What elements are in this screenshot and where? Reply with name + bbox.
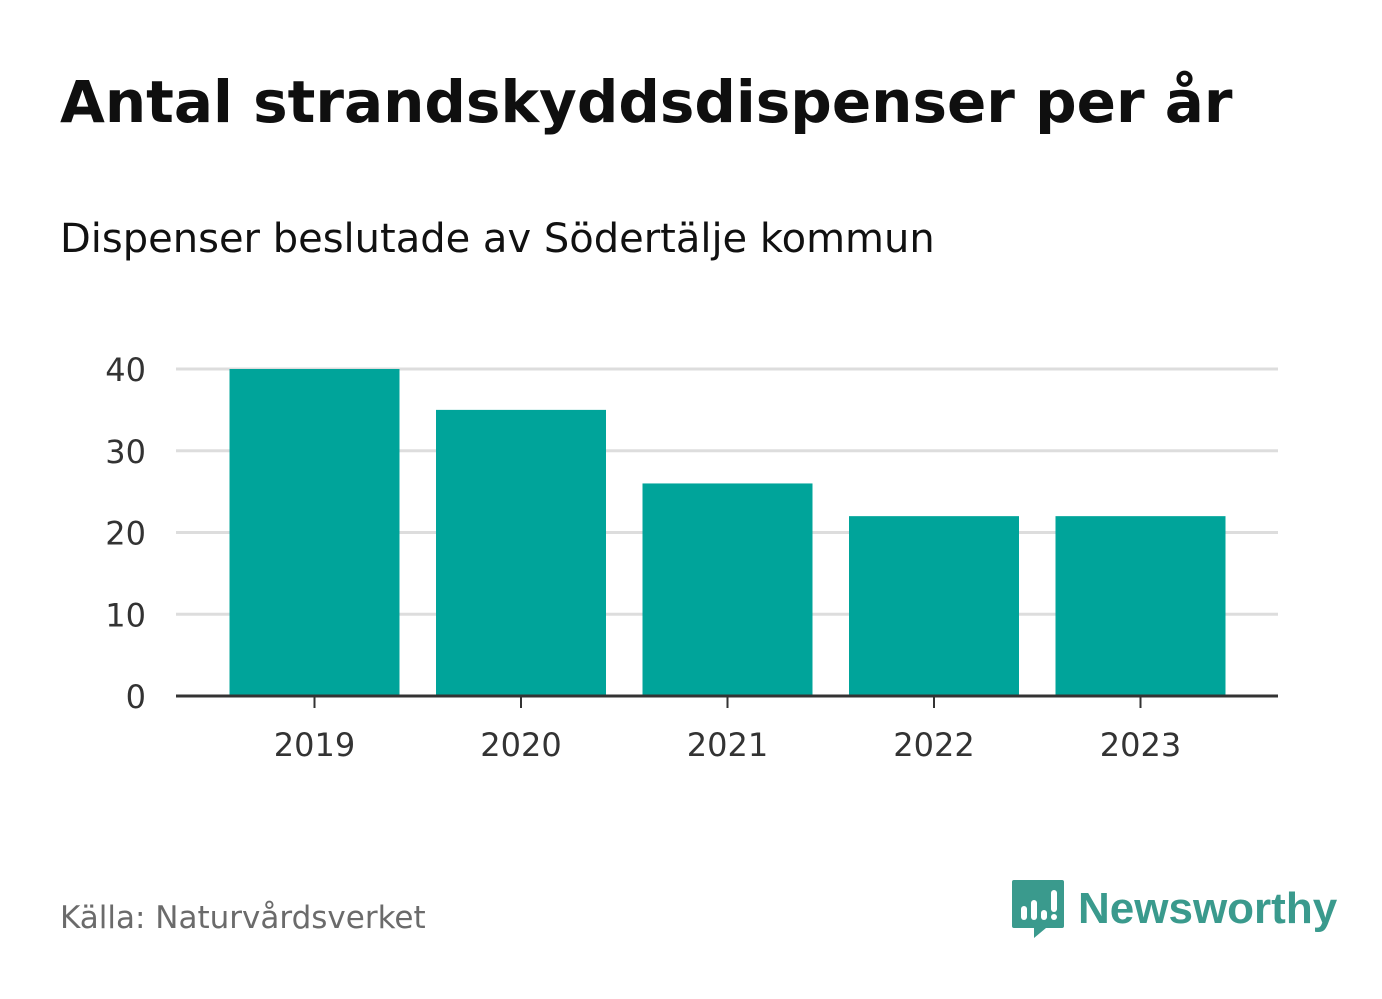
- y-tick-label: 40: [105, 351, 146, 389]
- y-tick-label: 20: [105, 515, 146, 553]
- x-tick-label: 2020: [480, 726, 561, 764]
- bar-2020: [436, 409, 606, 696]
- brand-logo: Newsworthy: [1010, 878, 1337, 940]
- newsworthy-bars-logo-icon: [1012, 880, 1064, 938]
- bar-2019: [229, 369, 400, 696]
- bar-2021: [642, 483, 813, 696]
- brand-name: Newsworthy: [1078, 884, 1338, 933]
- chart-title: Antal strandskyddsdispenser per år: [60, 68, 1233, 136]
- bar-2023: [1055, 516, 1226, 696]
- x-tick-label: 2022: [893, 726, 974, 764]
- bar-chart: 0 10 20 30 40 2019 2020 2021 2022 2023: [105, 351, 1278, 764]
- x-tick-label: 2021: [687, 726, 768, 764]
- y-tick-label: 0: [126, 678, 146, 716]
- y-tick-label: 10: [105, 596, 146, 634]
- x-tick-label: 2019: [274, 726, 355, 764]
- bar-2022: [849, 516, 1019, 696]
- chart-subtitle: Dispenser beslutade av Södertälje kommun: [60, 216, 935, 262]
- x-tick-label: 2023: [1100, 726, 1181, 764]
- y-tick-label: 30: [105, 433, 146, 471]
- source-note: Källa: Naturvårdsverket: [60, 900, 426, 936]
